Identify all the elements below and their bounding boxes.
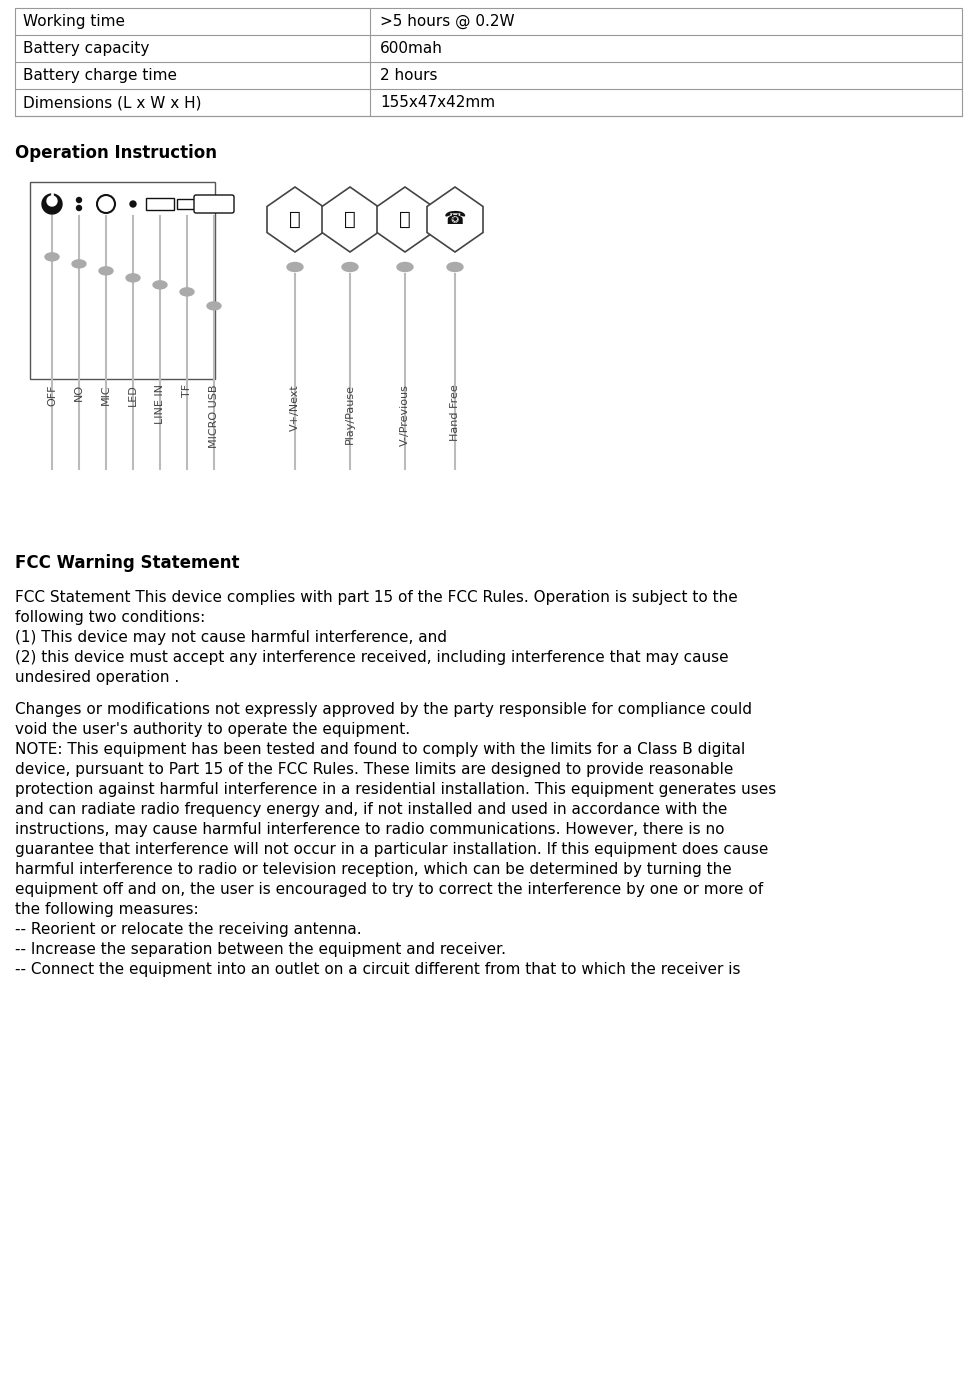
Text: Play/Pause: Play/Pause (345, 384, 355, 444)
Text: 2 hours: 2 hours (380, 69, 438, 83)
Text: TF: TF (182, 384, 192, 398)
Ellipse shape (45, 253, 59, 260)
FancyBboxPatch shape (194, 195, 234, 213)
Polygon shape (377, 188, 433, 252)
Bar (177, 199, 197, 209)
Text: -- Connect the equipment into an outlet on a circuit different from that to whic: -- Connect the equipment into an outlet … (15, 962, 741, 977)
Ellipse shape (72, 260, 86, 267)
Text: equipment off and on, the user is encouraged to try to correct the interference : equipment off and on, the user is encour… (15, 882, 763, 897)
Text: MICRO USB: MICRO USB (209, 384, 219, 448)
Text: device, pursuant to Part 15 of the FCC Rules. These limits are designed to provi: device, pursuant to Part 15 of the FCC R… (15, 762, 734, 777)
Polygon shape (267, 188, 323, 252)
Text: undesired operation .: undesired operation . (15, 671, 179, 685)
Ellipse shape (126, 274, 140, 281)
Text: ⏭: ⏭ (400, 210, 411, 230)
Text: Operation Instruction: Operation Instruction (15, 144, 217, 162)
Text: FCC Statement This device complies with part 15 of the FCC Rules. Operation is s: FCC Statement This device complies with … (15, 589, 738, 605)
Text: NOTE: This equipment has been tested and found to comply with the limits for a C: NOTE: This equipment has been tested and… (15, 742, 745, 757)
Text: instructions, may cause harmful interference to radio communications. However, t: instructions, may cause harmful interfer… (15, 822, 725, 837)
Text: (1) This device may not cause harmful interference, and: (1) This device may not cause harmful in… (15, 630, 447, 645)
Text: Battery capacity: Battery capacity (23, 41, 149, 56)
Ellipse shape (447, 263, 463, 272)
Text: following two conditions:: following two conditions: (15, 610, 205, 624)
Text: 155x47x42mm: 155x47x42mm (380, 95, 495, 111)
Bar (146, 197, 174, 210)
Text: the following measures:: the following measures: (15, 902, 198, 917)
Text: MIC: MIC (101, 384, 111, 405)
Ellipse shape (180, 288, 194, 295)
Text: V-/Previous: V-/Previous (400, 384, 410, 445)
Text: V+/Next: V+/Next (290, 384, 300, 431)
Ellipse shape (207, 302, 221, 309)
Circle shape (47, 196, 57, 206)
Circle shape (42, 195, 62, 214)
Ellipse shape (153, 281, 167, 288)
Text: NO: NO (74, 384, 84, 402)
Text: ⏮: ⏮ (289, 210, 301, 230)
Text: >5 hours @ 0.2W: >5 hours @ 0.2W (380, 14, 515, 29)
Ellipse shape (99, 267, 113, 274)
Text: harmful interference to radio or television reception, which can be determined b: harmful interference to radio or televis… (15, 862, 732, 876)
Text: Dimensions (L x W x H): Dimensions (L x W x H) (23, 95, 201, 111)
Circle shape (76, 206, 81, 210)
Text: and can radiate radio frequency energy and, if not installed and used in accorda: and can radiate radio frequency energy a… (15, 802, 727, 818)
Text: 600mah: 600mah (380, 41, 443, 56)
Text: ☎: ☎ (444, 210, 466, 228)
Text: ⏯: ⏯ (344, 210, 356, 230)
Text: Changes or modifications not expressly approved by the party responsible for com: Changes or modifications not expressly a… (15, 701, 752, 717)
Polygon shape (322, 188, 378, 252)
Text: -- Increase the separation between the equipment and receiver.: -- Increase the separation between the e… (15, 942, 506, 958)
Circle shape (76, 197, 81, 203)
Text: (2) this device must accept any interference received, including interference th: (2) this device must accept any interfer… (15, 650, 729, 665)
Circle shape (130, 202, 136, 207)
Bar (15, 8, 962, 116)
Bar (30, 182, 215, 379)
Circle shape (97, 195, 115, 213)
Text: Battery charge time: Battery charge time (23, 69, 177, 83)
Ellipse shape (397, 263, 413, 272)
Ellipse shape (342, 263, 358, 272)
Text: protection against harmful interference in a residential installation. This equi: protection against harmful interference … (15, 783, 777, 797)
Text: LINE IN: LINE IN (155, 384, 165, 424)
Ellipse shape (287, 263, 303, 272)
Text: LED: LED (128, 384, 138, 406)
Polygon shape (427, 188, 483, 252)
Text: -- Reorient or relocate the receiving antenna.: -- Reorient or relocate the receiving an… (15, 923, 361, 937)
Text: OFF: OFF (47, 384, 57, 406)
Text: Hand Free: Hand Free (450, 384, 460, 441)
Text: Working time: Working time (23, 14, 125, 29)
Text: FCC Warning Statement: FCC Warning Statement (15, 554, 239, 573)
Text: void the user's authority to operate the equipment.: void the user's authority to operate the… (15, 722, 410, 736)
Text: guarantee that interference will not occur in a particular installation. If this: guarantee that interference will not occ… (15, 841, 768, 857)
